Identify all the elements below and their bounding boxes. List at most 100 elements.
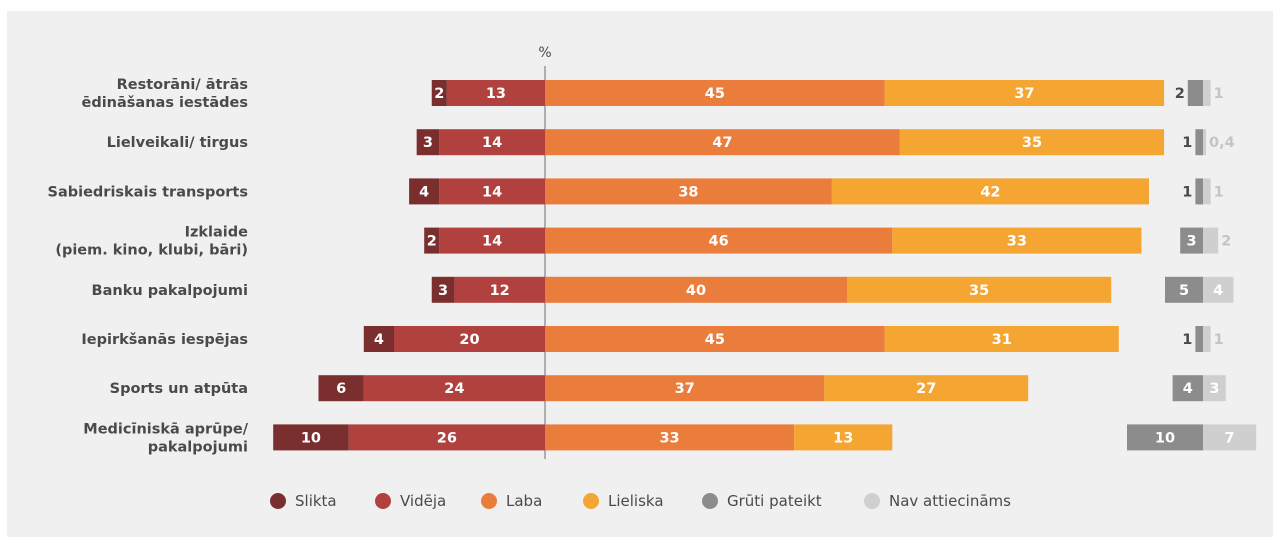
legend-marker-laba	[481, 493, 497, 509]
bar-lieliska	[831, 178, 1149, 205]
bar-lieliska	[824, 375, 1029, 402]
data-label-gruti-pateikt: 10	[1155, 430, 1175, 446]
legend-label-nav-attiecinams: Nav attiecināms	[889, 492, 1011, 510]
bar-nav-attiecinams	[1203, 326, 1211, 352]
category-label: Izklaide	[185, 225, 249, 241]
bar-videja	[394, 326, 545, 352]
bar-laba	[545, 80, 885, 106]
data-label-videja: 20	[459, 332, 479, 348]
data-label-slikta: 4	[419, 184, 429, 200]
bar-laba	[545, 375, 825, 402]
bar-videja	[454, 276, 545, 303]
data-label-lieliska: 35	[1022, 135, 1042, 151]
bar-slikta	[363, 326, 394, 352]
data-label-slikta: 2	[427, 234, 437, 250]
category-label: Sabiedriskais transports	[48, 184, 249, 200]
bar-videja	[439, 227, 545, 254]
category-label: Medicīniskā aprūpe/	[83, 421, 248, 437]
legend-label-slikta: Slikta	[295, 492, 337, 510]
bar-slikta	[424, 227, 440, 254]
bar-slikta	[431, 80, 447, 106]
bar-gruti-pateikt	[1180, 227, 1203, 254]
data-label-lieliska: 13	[833, 430, 853, 446]
legend-marker-slikta	[270, 493, 286, 509]
category-label: pakalpojumi	[148, 439, 248, 455]
data-label-nav-attiecinams: 1	[1214, 184, 1224, 200]
data-label-videja: 12	[490, 283, 510, 299]
bar-slikta	[273, 424, 349, 451]
bar-slikta	[409, 178, 440, 205]
bar-nav-attiecinams	[1203, 178, 1211, 205]
data-label-gruti-pateikt: 1	[1182, 184, 1192, 200]
data-label-lieliska: 42	[980, 184, 1000, 200]
data-label-nav-attiecinams: 2	[1221, 234, 1231, 250]
data-label-laba: 45	[705, 86, 725, 102]
data-label-slikta: 6	[336, 381, 346, 397]
bar-nav-attiecinams	[1203, 375, 1226, 402]
bar-laba	[545, 178, 832, 205]
bar-laba	[545, 227, 893, 254]
data-label-nav-attiecinams: 1	[1214, 332, 1224, 348]
bar-gruti-pateikt	[1127, 424, 1203, 451]
data-label-nav-attiecinams: 3	[1209, 381, 1219, 397]
data-label-videja: 14	[482, 135, 502, 151]
bar-videja	[363, 375, 545, 402]
bar-videja	[348, 424, 545, 451]
legend-marker-videja	[375, 493, 391, 509]
data-label-laba: 33	[659, 430, 679, 446]
data-label-nav-attiecinams: 1	[1214, 86, 1224, 102]
data-label-nav-attiecinams: 0,4	[1209, 135, 1235, 151]
bar-lieliska	[884, 326, 1119, 352]
data-label-nav-attiecinams: 4	[1213, 283, 1223, 299]
legend-marker-lieliska	[583, 493, 599, 509]
bar-nav-attiecinams	[1203, 129, 1207, 156]
data-label-videja: 26	[437, 430, 457, 446]
bar-slikta	[318, 375, 364, 402]
data-label-laba: 37	[675, 381, 695, 397]
data-label-laba: 38	[678, 184, 698, 200]
legend-label-lieliska: Lieliska	[608, 492, 664, 510]
data-label-gruti-pateikt: 3	[1187, 234, 1197, 250]
bar-nav-attiecinams	[1203, 227, 1219, 254]
bar-laba	[545, 129, 900, 156]
category-label: Banku pakalpojumi	[92, 283, 248, 299]
bar-videja	[439, 129, 545, 156]
category-label: (piem. kino, klubi, bāri)	[55, 243, 248, 259]
legend-marker-nav-attiecinams	[864, 493, 880, 509]
category-label: Restorāni/ ātrās	[117, 77, 248, 93]
category-label: Lielveikali/ tirgus	[107, 135, 248, 151]
bar-lieliska	[892, 227, 1142, 254]
data-label-slikta: 3	[423, 135, 433, 151]
data-label-videja: 13	[486, 86, 506, 102]
data-label-lieliska: 27	[916, 381, 936, 397]
axis-unit-label: %	[538, 45, 551, 61]
data-label-nav-attiecinams: 7	[1225, 430, 1235, 446]
bar-slikta	[431, 276, 455, 303]
bar-nav-attiecinams	[1203, 276, 1234, 303]
data-label-gruti-pateikt: 2	[1175, 86, 1185, 102]
chart-panel: % Restorāni/ ātrās ēdināšanas iestādes 13 2 4…	[7, 11, 1273, 537]
bar-gruti-pateikt	[1195, 129, 1203, 156]
data-label-laba: 45	[705, 332, 725, 348]
data-label-gruti-pateikt: 1	[1182, 332, 1192, 348]
data-label-lieliska: 33	[1007, 234, 1027, 250]
category-label: Sports un atpūta	[110, 381, 248, 397]
data-label-lieliska: 31	[992, 332, 1012, 348]
category-label: ēdināšanas iestādes	[82, 95, 249, 111]
bar-slikta	[416, 129, 440, 156]
legend-label-videja: Vidēja	[400, 492, 446, 510]
data-label-slikta: 10	[301, 430, 321, 446]
data-label-videja: 14	[482, 234, 502, 250]
bar-lieliska	[794, 424, 893, 451]
data-label-lieliska: 37	[1014, 86, 1034, 102]
data-label-slikta: 4	[374, 332, 384, 348]
bar-nav-attiecinams	[1203, 80, 1211, 106]
data-label-laba: 40	[686, 283, 706, 299]
bar-lieliska	[884, 80, 1165, 106]
data-label-laba: 47	[712, 135, 732, 151]
legend-label-laba: Laba	[506, 492, 542, 510]
bar-gruti-pateikt	[1165, 276, 1203, 303]
bar-lieliska	[899, 129, 1165, 156]
data-label-videja: 24	[444, 381, 464, 397]
